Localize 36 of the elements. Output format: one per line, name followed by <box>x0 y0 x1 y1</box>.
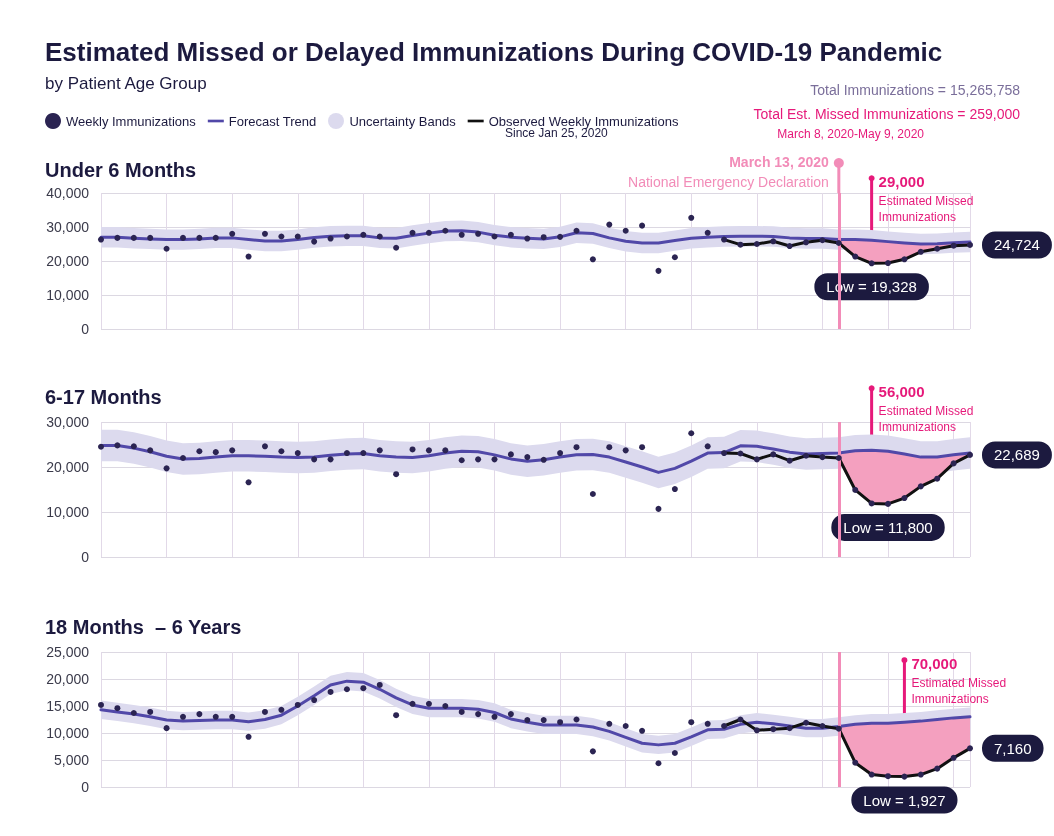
data-label: Low = 1,927 <box>863 791 946 809</box>
data-label: 7,160 <box>994 739 1032 757</box>
legend-label: Forecast Trend <box>228 113 317 129</box>
y-tick-label: 40,000 <box>46 185 90 201</box>
chart-title: 18 Months – 6 Years <box>45 616 242 638</box>
chart-title: 6-17 Months <box>45 386 162 408</box>
y-tick-label: 10,000 <box>46 725 90 741</box>
y-tick-label: 20,000 <box>46 671 90 687</box>
text: Total Immunizations = 15,265,758 <box>810 82 1021 98</box>
y-tick-label: 0 <box>81 549 90 565</box>
data-label: 22,689 <box>994 446 1040 464</box>
y-tick-label: 0 <box>81 321 90 337</box>
y-tick-label: 0 <box>81 779 90 795</box>
data-label: 24,724 <box>994 236 1040 254</box>
data-label: Low = 11,800 <box>843 518 933 536</box>
text: Total Est. Missed Immunizations = 259,000 <box>753 106 1021 122</box>
text: Uncertainty Bands <box>349 113 457 129</box>
legend-label: Observed Weekly Immunizations <box>488 113 679 129</box>
chart-title: Under 6 Months <box>45 159 197 181</box>
y-tick-label: 20,000 <box>46 253 90 269</box>
text: March 13, 2020 National Emergency Declaration <box>628 154 830 190</box>
y-tick-label: 10,000 <box>46 287 90 303</box>
text: March 8, 2020-May 9, 2020 <box>777 127 925 141</box>
text: Estimated Missed or Delayed Immunizations During COVID-19 Pandemic <box>45 37 943 67</box>
legend-label: Weekly Immunizations <box>66 113 197 129</box>
annotation: 70,000 Estimated Missed Immunizations <box>911 655 1010 707</box>
annotation: 29,000 Estimated Missed Immunizations <box>878 173 977 225</box>
y-tick-label: 30,000 <box>46 414 90 430</box>
y-tick-label: 25,000 <box>46 644 90 660</box>
y-tick-label: 30,000 <box>46 219 90 235</box>
text: by Patient Age Group <box>45 74 207 93</box>
y-tick-label: 10,000 <box>46 504 90 520</box>
annotation: 56,000 Estimated Missed Immunizations <box>878 383 977 435</box>
y-tick-label: 20,000 <box>46 459 90 475</box>
y-tick-label: 15,000 <box>46 698 90 714</box>
y-tick-label: 5,000 <box>53 752 90 768</box>
